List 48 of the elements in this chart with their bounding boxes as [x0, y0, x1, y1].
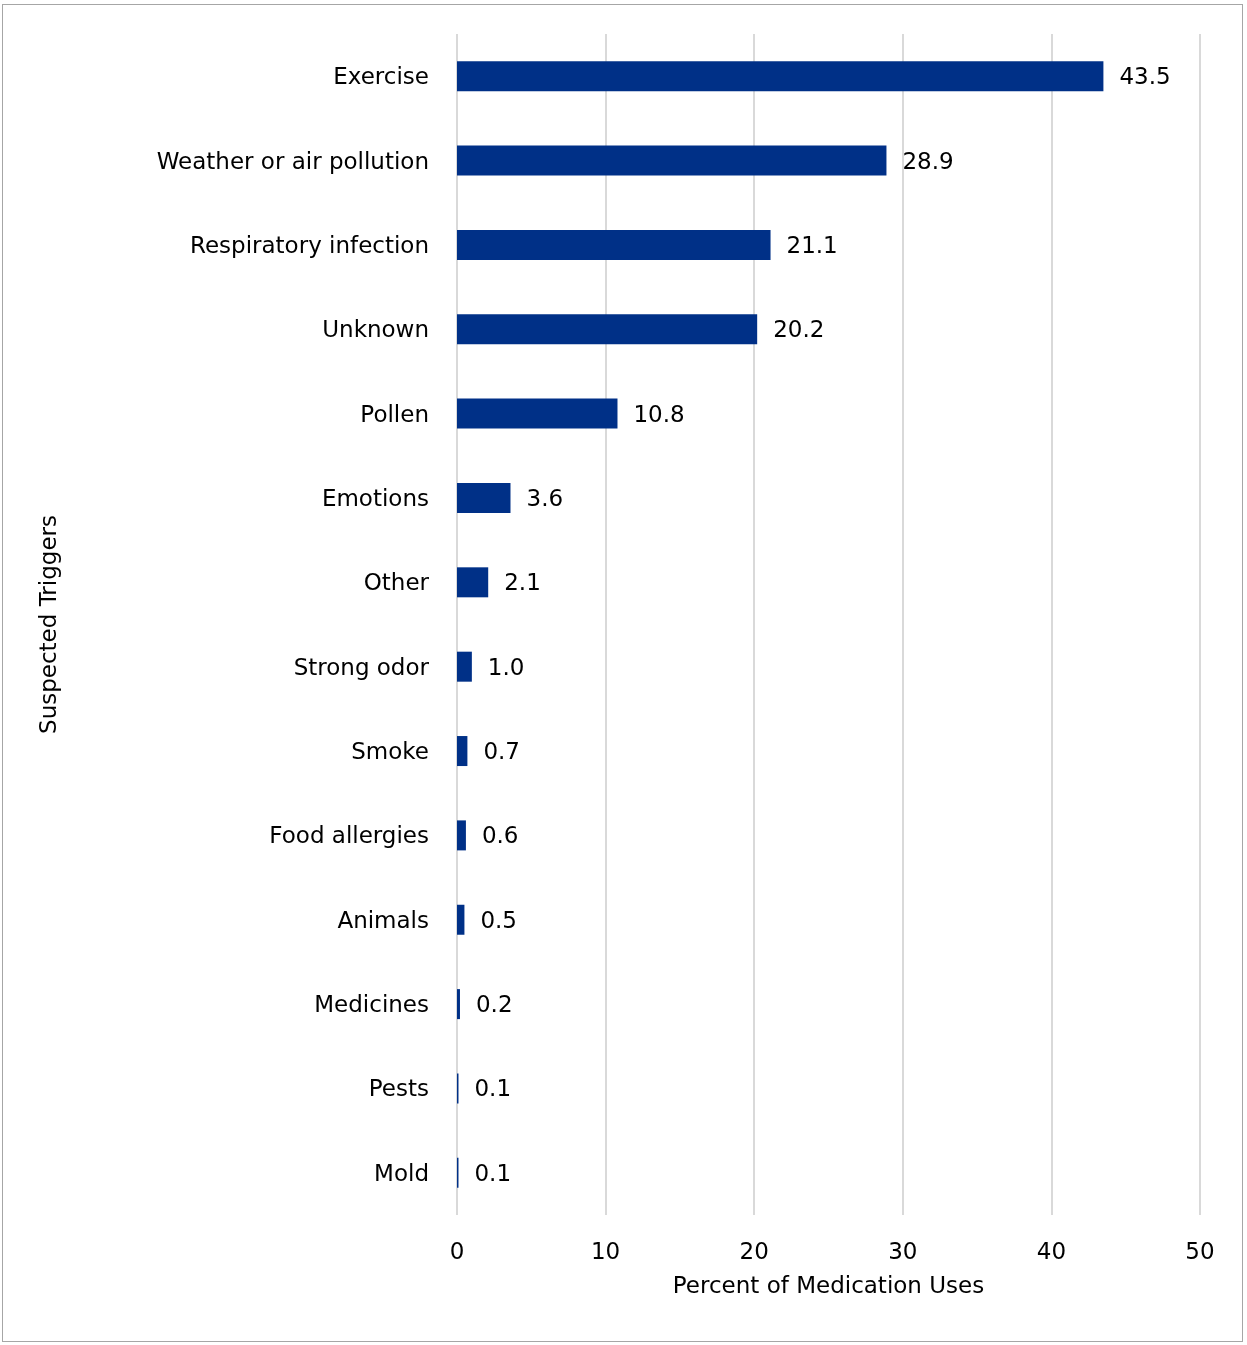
x-axis-title: Percent of Medication Uses — [672, 1271, 985, 1298]
bar — [457, 229, 771, 260]
y-tick-label: Respiratory infection — [189, 231, 429, 258]
data-label: 20.2 — [773, 316, 825, 343]
y-tick-label: Medicines — [314, 991, 429, 1018]
x-tick-label: 0 — [449, 1237, 465, 1264]
data-label: 2.1 — [504, 569, 541, 596]
bar — [457, 145, 887, 176]
data-label: 0.5 — [480, 906, 518, 933]
x-tick-label: 50 — [1185, 1237, 1215, 1264]
data-label: 21.1 — [786, 231, 838, 258]
bar — [457, 314, 758, 345]
bar — [457, 567, 489, 598]
bar — [457, 482, 511, 513]
bar — [457, 736, 468, 767]
y-tick-label: Strong odor — [293, 653, 430, 680]
data-label: 3.6 — [526, 484, 564, 511]
bar — [457, 651, 472, 682]
data-label: 1.0 — [487, 653, 525, 680]
data-label: 0.6 — [481, 822, 519, 849]
x-tick-label: 10 — [590, 1237, 621, 1264]
y-tick-label: Smoke — [351, 738, 429, 765]
data-label: 10.8 — [633, 400, 685, 427]
y-tick-label: Emotions — [321, 484, 429, 511]
y-tick-label: Pollen — [360, 400, 429, 427]
bar — [457, 989, 460, 1020]
data-label: 0.1 — [474, 1159, 512, 1186]
y-tick-label: Food allergies — [269, 822, 429, 849]
data-label: 43.5 — [1119, 63, 1171, 90]
data-label: 0.7 — [483, 738, 520, 765]
y-axis-title: Suspected Triggers — [34, 515, 61, 734]
y-tick-label: Mold — [374, 1159, 429, 1186]
y-tick-label: Animals — [337, 906, 429, 933]
y-tick-label: Weather or air pollution — [156, 147, 429, 174]
x-tick-label: 40 — [1036, 1237, 1067, 1264]
bar — [457, 904, 465, 935]
bar — [457, 398, 618, 429]
data-label: 0.2 — [475, 991, 513, 1018]
data-label: 28.9 — [902, 147, 954, 174]
y-tick-label: Other — [363, 569, 430, 596]
bar — [457, 820, 466, 851]
y-tick-label: Pests — [368, 1075, 429, 1102]
y-tick-label: Unknown — [322, 316, 429, 343]
data-label: 0.1 — [474, 1075, 512, 1102]
y-tick-label: Exercise — [333, 63, 429, 90]
bar — [457, 61, 1104, 92]
x-tick-label: 20 — [739, 1237, 769, 1264]
x-tick-label: 30 — [888, 1237, 918, 1264]
